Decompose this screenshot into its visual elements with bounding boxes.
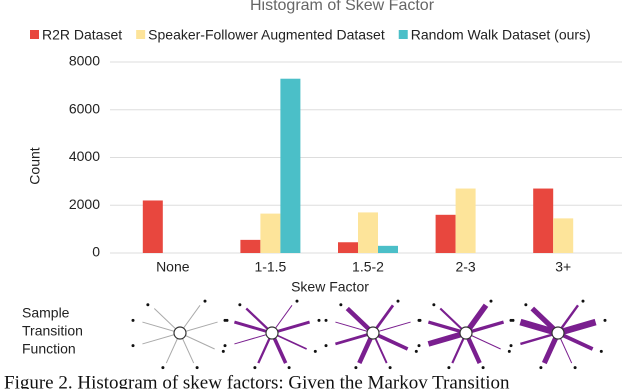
agent-icon: [459, 326, 473, 340]
node-dot: [524, 303, 528, 307]
node-dot: [223, 344, 227, 348]
node-dot: [339, 303, 343, 307]
side-label: Sample: [22, 305, 70, 321]
bar: [260, 213, 281, 253]
node-dot: [599, 349, 603, 353]
y-tick-label: 4000: [69, 148, 100, 164]
node-dot: [131, 318, 135, 322]
node-dot: [221, 349, 225, 353]
node-dot: [581, 299, 585, 303]
bar: [533, 188, 554, 253]
node-dot: [539, 366, 543, 370]
x-tick-label: 1-1.5: [254, 259, 286, 275]
legend-swatch: [136, 30, 146, 39]
bar: [280, 78, 301, 254]
bar: [358, 212, 378, 253]
x-axis-label: Skew Factor: [291, 279, 369, 295]
bar: [553, 218, 574, 253]
node-dot: [313, 349, 317, 353]
agent-icon: [173, 326, 187, 340]
agent-icon: [366, 326, 380, 340]
legend-swatch: [30, 30, 39, 39]
bar: [338, 242, 358, 253]
bar: [378, 245, 398, 253]
node-dot: [507, 349, 511, 353]
node-dot: [417, 318, 421, 322]
bar: [435, 214, 456, 253]
legend-swatch: [398, 30, 408, 39]
chart-title: Histogram of Skew Factor: [250, 0, 435, 14]
bar: [455, 188, 476, 253]
node-dot: [161, 366, 165, 370]
node-dot: [481, 366, 485, 370]
node-dot: [603, 318, 607, 322]
node-dot: [447, 366, 451, 370]
agent-icon: [551, 326, 565, 340]
agent-icon: [265, 326, 279, 340]
legend-label: Random Walk Dataset (ours): [411, 27, 591, 43]
y-axis-label: Count: [27, 147, 43, 184]
caption: Figure 2. Histogram of skew factors: Giv…: [4, 372, 510, 389]
y-tick-label: 6000: [69, 100, 100, 116]
node-dot: [354, 366, 358, 370]
node-dot: [146, 303, 150, 307]
x-tick-label: None: [156, 259, 190, 275]
legend-label: Speaker-Follower Augmented Dataset: [148, 27, 385, 43]
node-dot: [195, 366, 199, 370]
node-dot: [295, 299, 299, 303]
node-dot: [396, 299, 400, 303]
node-dot: [223, 318, 227, 322]
node-dot: [324, 318, 328, 322]
node-dot: [573, 366, 577, 370]
node-dot: [414, 349, 418, 353]
bar: [142, 200, 163, 253]
node-dot: [388, 366, 392, 370]
legend-label: R2R Dataset: [42, 27, 122, 43]
node-dot: [131, 344, 135, 348]
y-tick-label: 8000: [69, 53, 100, 69]
y-tick-label: 0: [92, 244, 100, 260]
node-dot: [417, 344, 421, 348]
node-dot: [432, 303, 436, 307]
x-tick-label: 3+: [555, 259, 571, 275]
node-dot: [509, 344, 513, 348]
node-dot: [287, 366, 291, 370]
side-label: Function: [22, 341, 76, 357]
node-dot: [203, 299, 207, 303]
y-tick-label: 2000: [69, 196, 100, 212]
bar: [240, 239, 261, 253]
node-dot: [489, 299, 493, 303]
node-dot: [324, 344, 328, 348]
side-label: Transition: [22, 323, 83, 339]
x-tick-label: 2-3: [455, 259, 475, 275]
node-dot: [317, 318, 321, 322]
node-dot: [253, 366, 257, 370]
node-dot: [238, 303, 242, 307]
x-tick-label: 1.5-2: [352, 259, 384, 275]
node-dot: [509, 318, 513, 322]
